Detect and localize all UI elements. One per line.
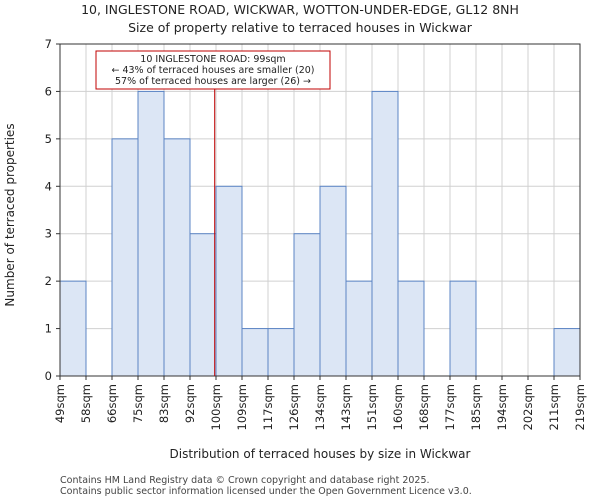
bar bbox=[59, 280, 87, 377]
bar bbox=[449, 280, 477, 377]
annotation-box: 10 INGLESTONE ROAD: 99sqm ← 43% of terra… bbox=[95, 50, 331, 90]
y-tick-label: 5 bbox=[45, 132, 52, 146]
x-axis-label: Distribution of terraced houses by size … bbox=[170, 447, 471, 461]
x-tick-label: 109sqm bbox=[235, 384, 249, 430]
footer-line2: Contains public sector information licen… bbox=[60, 486, 472, 497]
bar bbox=[215, 185, 243, 377]
x-tick-label: 66sqm bbox=[105, 384, 119, 423]
x-tick-label: 134sqm bbox=[313, 384, 327, 430]
bar bbox=[397, 280, 425, 377]
annotation-box-frame bbox=[95, 50, 331, 90]
chart-title-line2: Size of property relative to terraced ho… bbox=[128, 20, 473, 35]
x-tick-label: 58sqm bbox=[79, 384, 93, 423]
bar bbox=[163, 138, 191, 377]
y-axis: 0 1 2 3 4 5 6 7 bbox=[45, 37, 60, 383]
y-tick-label: 4 bbox=[45, 179, 52, 193]
annotation-line3: 57% of terraced houses are larger (26) → bbox=[115, 76, 311, 87]
x-tick-label: 75sqm bbox=[131, 384, 145, 423]
x-tick-label: 100sqm bbox=[209, 384, 223, 430]
y-tick-label: 3 bbox=[45, 227, 52, 241]
x-tick-label: 211sqm bbox=[547, 384, 561, 430]
bar bbox=[319, 185, 347, 377]
x-tick-label: 177sqm bbox=[443, 384, 457, 430]
bar bbox=[293, 233, 321, 377]
x-tick-label: 194sqm bbox=[495, 384, 509, 430]
x-tick-label: 151sqm bbox=[365, 384, 379, 430]
y-tick-label: 6 bbox=[45, 84, 52, 98]
x-tick-label: 143sqm bbox=[339, 384, 353, 430]
bar bbox=[371, 90, 399, 377]
y-tick-label: 7 bbox=[45, 37, 52, 51]
x-tick-label: 117sqm bbox=[261, 384, 275, 430]
bar bbox=[553, 328, 581, 377]
bar bbox=[189, 233, 217, 377]
bar bbox=[267, 328, 295, 377]
x-tick-label: 185sqm bbox=[469, 384, 483, 430]
y-axis-label: Number of terraced properties bbox=[3, 123, 17, 306]
bar bbox=[345, 280, 373, 377]
x-tick-label: 83sqm bbox=[157, 384, 171, 423]
bars bbox=[59, 90, 581, 377]
x-tick-label: 49sqm bbox=[53, 384, 67, 423]
bar bbox=[111, 138, 139, 377]
bar bbox=[241, 328, 269, 377]
x-tick-label: 202sqm bbox=[521, 384, 535, 430]
y-tick-label: 1 bbox=[45, 322, 52, 336]
x-tick-label: 92sqm bbox=[183, 384, 197, 423]
annotation-line1: 10 INGLESTONE ROAD: 99sqm bbox=[140, 54, 285, 65]
x-tick-label: 160sqm bbox=[391, 384, 405, 430]
x-tick-label: 168sqm bbox=[417, 384, 431, 430]
x-axis: 49sqm 58sqm 66sqm 75sqm 83sqm 92sqm 100sqm 109s… bbox=[53, 376, 587, 430]
annotation-line2: ← 43% of terraced houses are smaller (20… bbox=[111, 65, 314, 76]
x-tick-label: 126sqm bbox=[287, 384, 301, 430]
y-tick-label: 0 bbox=[45, 369, 52, 383]
y-tick-label: 2 bbox=[45, 274, 52, 288]
footer-line1: Contains HM Land Registry data © Crown c… bbox=[60, 475, 430, 486]
chart-title-line1: 10, INGLESTONE ROAD, WICKWAR, WOTTON-UND… bbox=[81, 2, 519, 17]
x-tick-label: 219sqm bbox=[573, 384, 587, 430]
bar bbox=[137, 90, 165, 377]
